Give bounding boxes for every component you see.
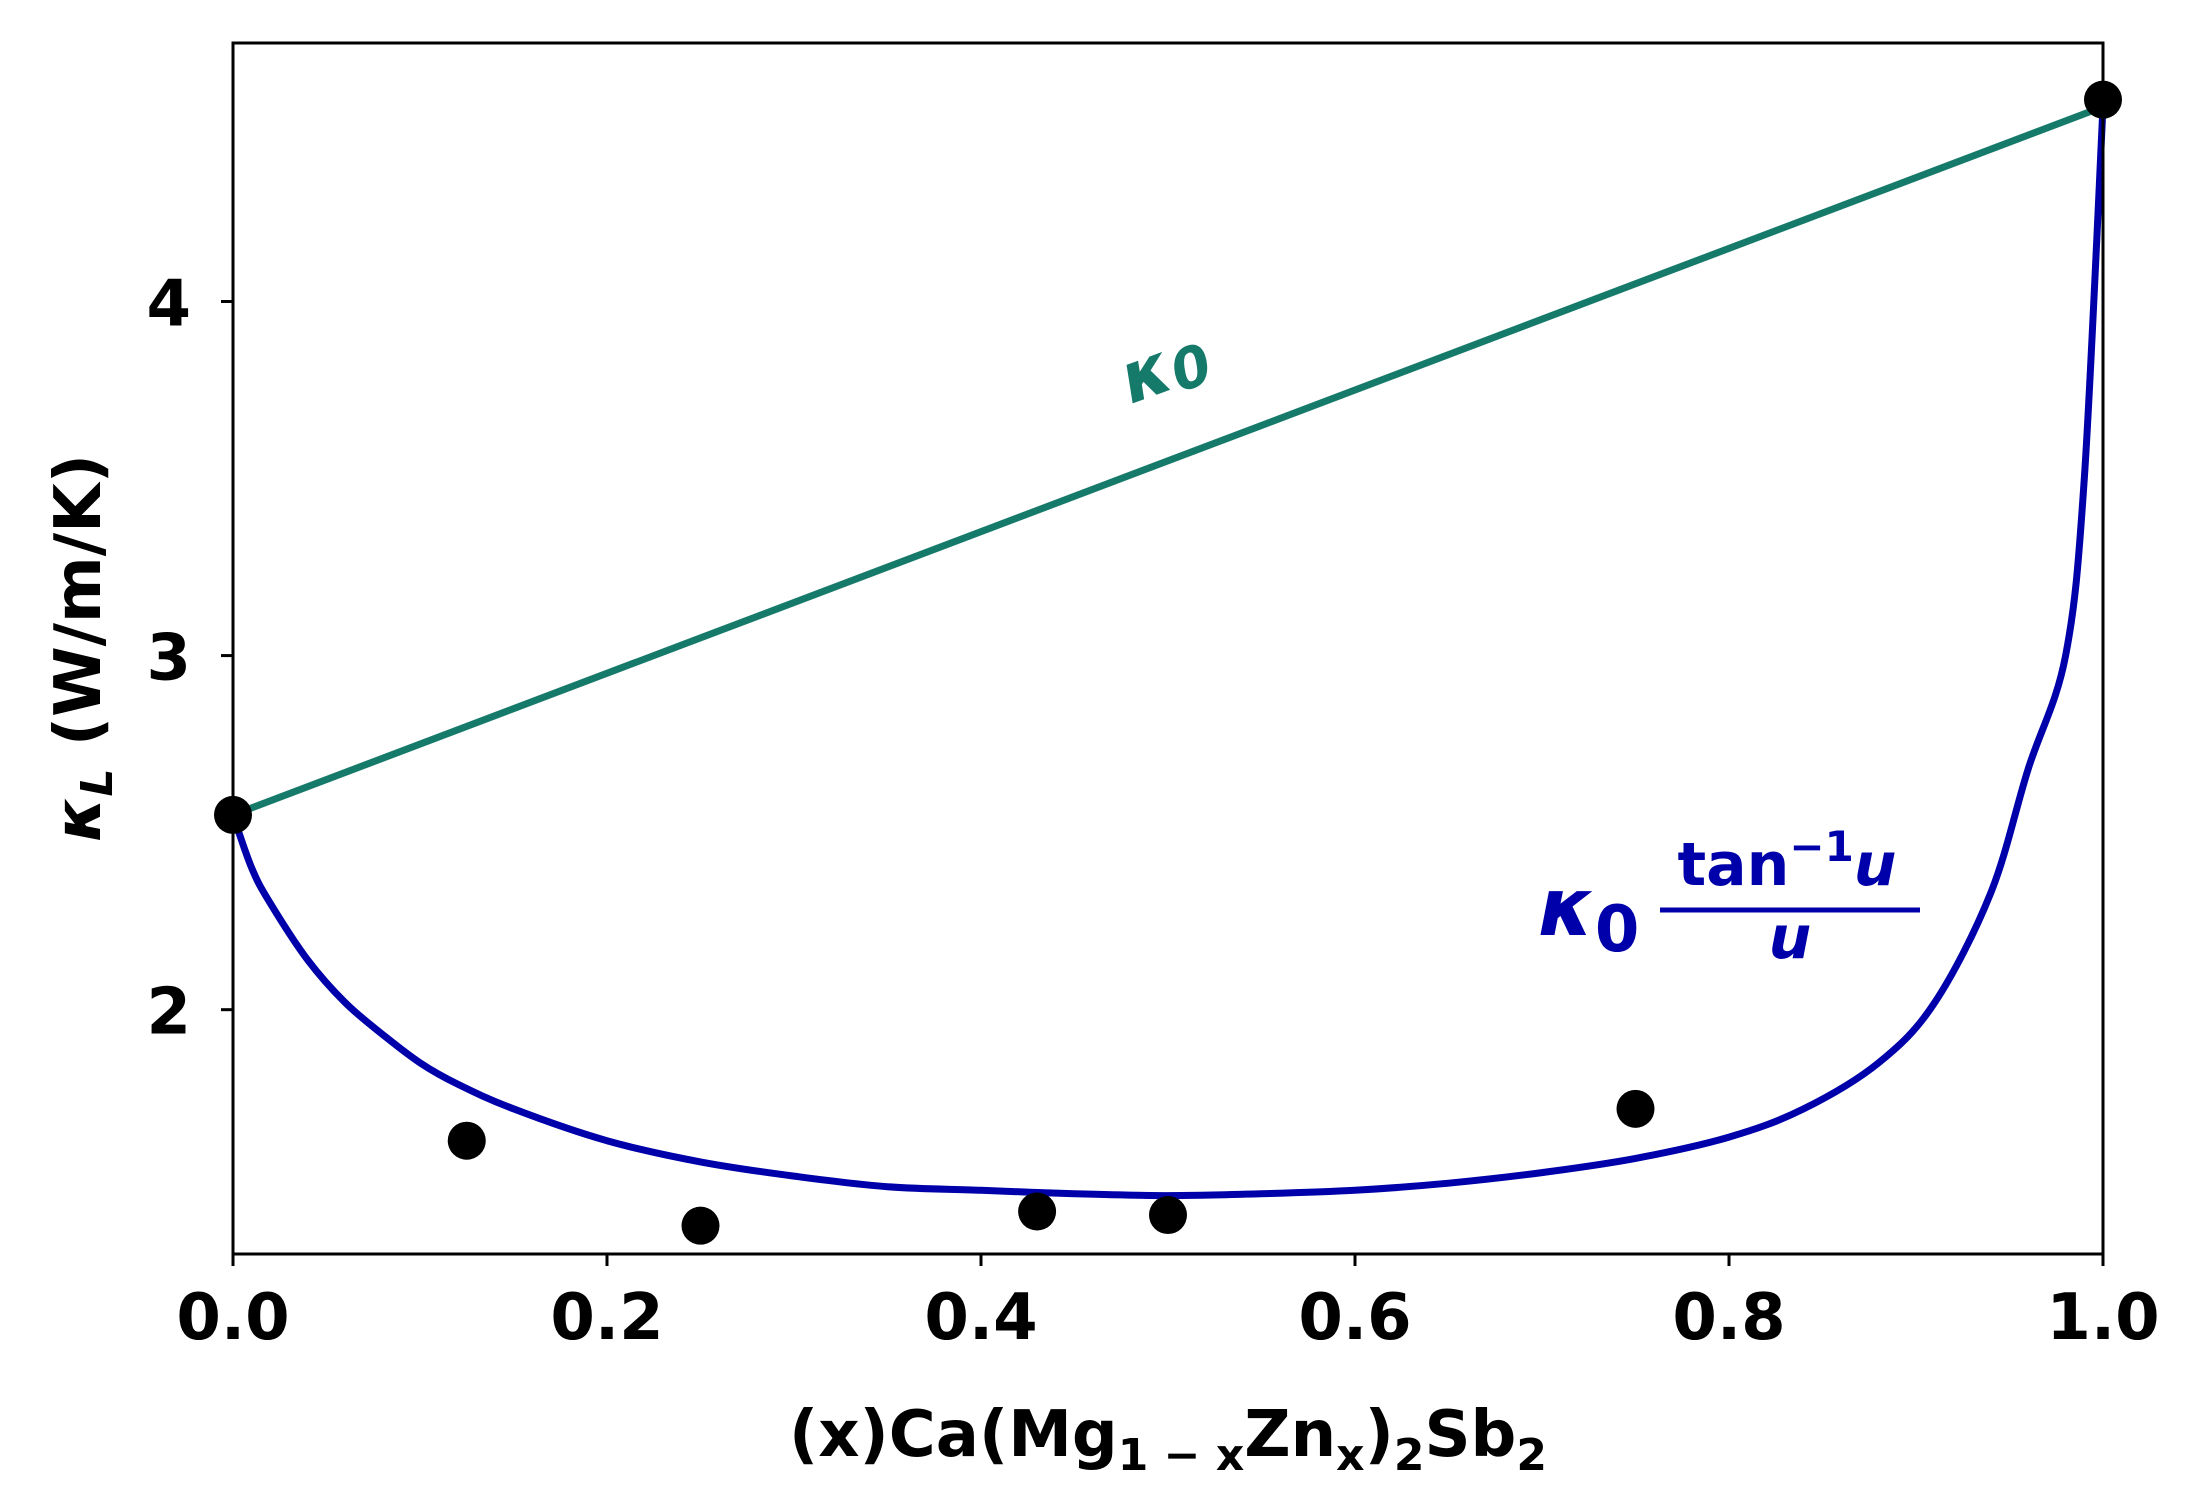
- x-axis-ticks: 0.0 0.2 0.4 0.6 0.8 1.0: [176, 1254, 2160, 1355]
- y-axis-ticks: 2 3 4: [146, 267, 233, 1050]
- x-tick-label: 0.6: [1298, 1281, 1411, 1355]
- plot-frame: [231, 41, 2105, 1256]
- fit-curve-label-sub: 0: [1595, 893, 1640, 967]
- x-axis-title-sub-2: x: [1336, 1430, 1364, 1481]
- data-point: [1018, 1192, 1057, 1231]
- x-axis-title: (x)Ca(Mg1 − xZnx)2Sb2: [789, 1398, 1547, 1481]
- data-point: [681, 1206, 720, 1245]
- y-axis-title-symbol: κ: [42, 796, 116, 841]
- y-axis-title-units: (W/m/K): [42, 454, 116, 768]
- fit-curve-series-line: [229, 106, 2107, 1200]
- fit-curve-label-kappa: κ0: [1538, 861, 1639, 967]
- y-tick-label: 2: [146, 976, 191, 1050]
- data-point: [1616, 1089, 1655, 1128]
- plot-area: [214, 80, 2122, 1245]
- x-axis-title-mid-2: ): [1365, 1398, 1394, 1472]
- y-axis-title: κL (W/m/K): [42, 454, 123, 842]
- data-points: [214, 80, 2122, 1245]
- x-tick-label: 1.0: [2046, 1281, 2159, 1355]
- x-axis-title-sub-4: 2: [1516, 1430, 1547, 1481]
- data-point: [1149, 1196, 1187, 1235]
- fit-curve-label-symbol: κ: [1538, 861, 1595, 954]
- x-tick-label: 0.2: [550, 1281, 663, 1355]
- y-tick-label: 3: [146, 622, 191, 696]
- y-axis-title-sub: L: [72, 768, 123, 796]
- x-tick-label: 0.8: [1672, 1281, 1785, 1355]
- kappa0-series-line: [231, 103, 2105, 819]
- x-axis-title-mid-1: Zn: [1244, 1398, 1336, 1472]
- y-tick-label: 4: [146, 267, 191, 341]
- x-tick-label: 0.4: [924, 1281, 1037, 1355]
- x-axis-title-mid-3: Sb: [1424, 1398, 1516, 1472]
- fit-curve-label-numerator-sup: −1: [1789, 822, 1853, 871]
- fit-curve-label: κ0 tan−1u u: [1538, 822, 1920, 973]
- data-point: [447, 1121, 486, 1160]
- fit-curve-label-numerator-var: u: [1854, 830, 1897, 900]
- x-tick-label: 0.0: [176, 1281, 289, 1355]
- fit-curve-label-denominator: u: [1769, 903, 1812, 973]
- x-axis-title-sub-3: 2: [1394, 1430, 1425, 1481]
- x-axis-title-sub-1: 1 − x: [1118, 1430, 1245, 1481]
- fit-curve-label-numerator: tan−1u: [1677, 822, 1896, 900]
- x-axis-title-prefix: (x)Ca(Mg: [789, 1398, 1118, 1472]
- fit-curve-label-numerator-base: tan: [1677, 830, 1789, 900]
